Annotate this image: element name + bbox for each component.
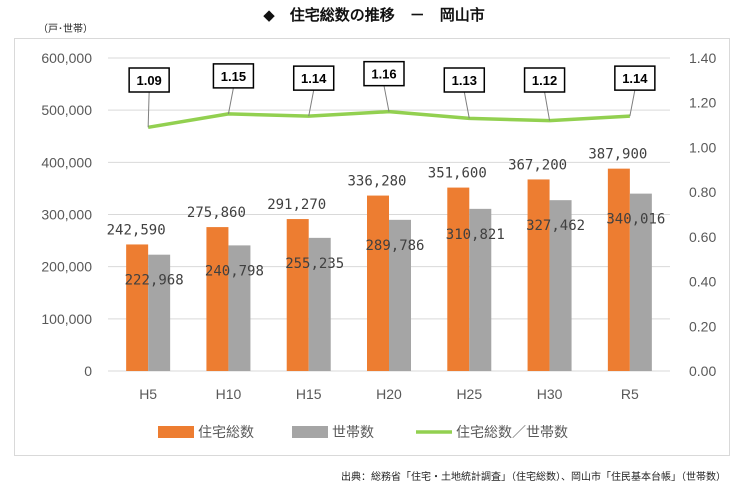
chart-title: ◆ 住宅総数の推移 － 岡山市 [263, 6, 485, 24]
y-left-tick-label: 500,000 [41, 102, 92, 118]
bar-households-H10 [228, 245, 251, 371]
data-label-households: 289,786 [365, 238, 424, 254]
ratio-line [147, 109, 630, 130]
bar-households-H5 [148, 254, 171, 371]
data-label-households: 327,462 [526, 218, 585, 234]
ratio-label-box [614, 65, 656, 91]
y-right-tick-label: 1.00 [689, 139, 716, 155]
ratio-label-leader [463, 91, 470, 119]
data-label-ratio: 1.15 [221, 69, 246, 84]
x-tick-label: H5 [139, 386, 157, 402]
y-left-tick-label: 0 [84, 363, 92, 379]
bar-households-H20 [389, 219, 411, 371]
x-tick-label: H15 [296, 386, 322, 402]
bar-housing-H20 [367, 195, 389, 371]
data-label-households: 340,016 [606, 212, 665, 228]
ratio-label-box [212, 63, 255, 89]
data-label-ratio: 1.16 [371, 67, 396, 82]
bar-housing-H25 [447, 187, 470, 371]
ratio-label-leader [227, 87, 234, 114]
source-note: 出典：総務省「住宅・土地統計調査」（住宅総数）、岡山市「住民基本台帳」（世帯数） [341, 472, 726, 483]
ratio-label-leader [308, 90, 315, 117]
legend-swatch-housing [158, 426, 194, 438]
data-label-housing: 275,860 [187, 205, 246, 221]
x-tick-label: R5 [621, 386, 639, 402]
data-label-households: 310,821 [446, 227, 505, 243]
y-right-tick-label: 0.40 [689, 274, 716, 290]
y-right-tick-label: 1.40 [689, 50, 716, 66]
data-label-ratio: 1.12 [532, 73, 557, 88]
data-label-ratio: 1.14 [301, 71, 327, 86]
data-label-ratio: 1.13 [452, 73, 477, 88]
legend-label-ratio: 住宅総数／世帯数 [456, 425, 568, 441]
bar-households-R5 [629, 193, 652, 371]
y-left-tick-label: 100,000 [41, 311, 92, 327]
y-right-tick-label: 0.80 [689, 184, 716, 200]
data-label-households: 240,798 [205, 263, 264, 279]
bar-households-H30 [549, 200, 572, 371]
bar-housing-H15 [286, 219, 309, 371]
data-label-housing: 351,600 [428, 166, 487, 182]
data-label-households: 222,968 [125, 273, 184, 289]
y-right-tick-label: 0.20 [689, 318, 716, 334]
data-label-housing: 367,200 [508, 157, 567, 173]
y-left-tick-label: 300,000 [41, 207, 92, 223]
bar-households-H25 [469, 208, 492, 371]
y-left-tick-label: 400,000 [41, 154, 92, 170]
ratio-label-leader [544, 91, 551, 121]
bar-housing-H30 [527, 179, 550, 371]
x-tick-label: H25 [456, 386, 482, 402]
y-axis-unit-label: （戸･世帯） [38, 24, 93, 35]
bar-housing-H5 [126, 244, 149, 371]
legend-label-housing: 住宅総数 [198, 425, 254, 441]
ratio-label-leader [383, 85, 390, 112]
y-left-tick-label: 200,000 [41, 259, 92, 275]
legend-swatch-households [292, 426, 328, 438]
data-label-housing: 291,270 [267, 197, 326, 213]
data-label-housing: 387,900 [588, 147, 647, 163]
bar-housing-H10 [206, 227, 229, 371]
x-tick-label: H10 [216, 386, 242, 402]
ratio-label-box [443, 67, 486, 93]
data-label-households: 255,235 [285, 256, 344, 272]
bar-housing-R5 [607, 168, 630, 371]
chart-frame [14, 38, 730, 456]
bar-households-H15 [308, 237, 331, 371]
y-right-tick-label: 1.20 [689, 95, 716, 111]
ratio-label-leader [629, 90, 636, 117]
y-left-tick-label: 600,000 [41, 50, 92, 66]
y-right-tick-label: 0.00 [689, 363, 716, 379]
ratio-label-leader [147, 91, 150, 128]
y-right-tick-label: 0.60 [689, 229, 716, 245]
ratio-label-box [523, 67, 566, 93]
data-label-housing: 242,590 [107, 222, 166, 238]
data-label-ratio: 1.09 [136, 73, 161, 88]
ratio-label-box [292, 65, 335, 91]
x-tick-label: H20 [376, 386, 402, 402]
data-label-ratio: 1.14 [622, 71, 648, 86]
legend-label-households: 世帯数 [332, 425, 374, 441]
data-label-housing: 336,280 [347, 174, 406, 190]
ratio-label-box [128, 67, 170, 93]
ratio-label-box [363, 60, 405, 87]
x-tick-label: H30 [537, 386, 563, 402]
